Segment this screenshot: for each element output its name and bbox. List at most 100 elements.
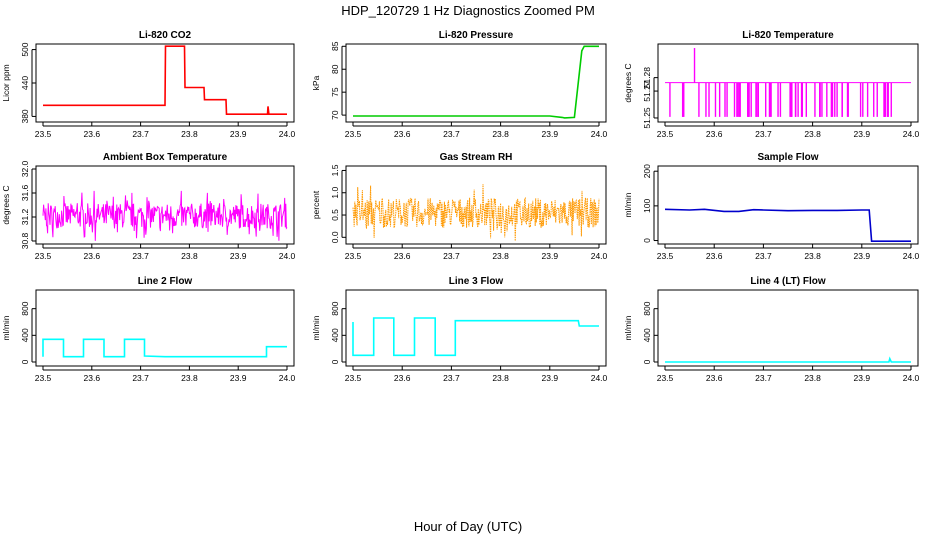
y-tick-label: 0.5 [330, 209, 340, 221]
panel-8: Line 3 Flow ml/min 23.5 23.6 23.7 23.8 23.9 24.… [311, 276, 608, 383]
x-tick-label: 23.6 [706, 251, 723, 261]
y-axis-label: ml/min [623, 192, 633, 217]
x-tick-label: 23.9 [854, 129, 871, 139]
y-tick-label: 0 [330, 359, 340, 364]
y-axis-label: degrees C [623, 63, 633, 102]
x-tick-label: 23.6 [84, 251, 101, 261]
x-tick-label: 23.9 [542, 129, 559, 139]
x-tick-label: 23.7 [443, 373, 460, 383]
panel-title: Sample Flow [757, 152, 818, 163]
x-tick-label: 24.0 [903, 373, 920, 383]
series-line [664, 208, 911, 242]
x-tick-label: 23.5 [35, 251, 52, 261]
y-tick-label: 31.2 [20, 208, 30, 225]
x-tick-label: 23.7 [132, 251, 149, 261]
y-tick-label: 85 [330, 41, 340, 51]
panel-title: Line 3 Flow [449, 276, 504, 287]
plot-frame [345, 165, 607, 245]
y-tick-label: 70 [330, 110, 340, 120]
panel-9: Line 4 (LT) Flow ml/min 23.5 23.6 23.7 23.8 23… [623, 276, 920, 383]
x-tick-label: 23.8 [492, 373, 509, 383]
x-tick-label: 23.9 [542, 251, 559, 261]
panel-6: Sample Flow ml/min 23.5 23.6 23.7 23.8 23.9 24.… [623, 152, 920, 261]
x-tick-label: 23.5 [345, 373, 362, 383]
x-tick-label: 23.7 [443, 129, 460, 139]
x-tick-label: 23.7 [443, 251, 460, 261]
x-tick-label: 24.0 [279, 373, 296, 383]
panel-3: Li-820 Temperature degrees C 23.5 23.6 23.7 2… [623, 30, 920, 139]
x-tick-label: 23.8 [181, 129, 198, 139]
x-tick-label: 23.5 [657, 251, 674, 261]
y-tick-label: 51.25 [642, 107, 652, 129]
y-tick-label: 500 [20, 42, 30, 56]
y-tick-label: 51.28 [642, 67, 652, 89]
x-tick-label: 23.9 [230, 251, 247, 261]
series-line [352, 183, 600, 241]
x-tick-label: 23.5 [345, 251, 362, 261]
panel-title: Line 2 Flow [138, 276, 193, 287]
y-tick-label: 100 [642, 199, 652, 213]
y-tick-label: 75 [330, 87, 340, 97]
y-axis-label: ml/min [623, 315, 633, 340]
x-tick-label: 23.9 [230, 129, 247, 139]
y-tick-label: 400 [20, 328, 30, 342]
y-tick-label: 1.0 [330, 187, 340, 199]
panel-title: Line 4 (LT) Flow [750, 276, 826, 287]
x-tick-label: 23.7 [132, 129, 149, 139]
x-tick-label: 23.8 [181, 251, 198, 261]
x-axis-label: Hour of Day (UTC) [414, 519, 522, 534]
y-tick-label: 31.6 [20, 184, 30, 201]
y-tick-label: 200 [642, 164, 652, 178]
x-tick-label: 24.0 [279, 251, 296, 261]
plot-frame [657, 43, 919, 123]
x-tick-label: 23.7 [755, 373, 772, 383]
x-tick-label: 23.5 [345, 129, 362, 139]
x-tick-label: 24.0 [903, 129, 920, 139]
plot-frame [657, 165, 919, 245]
series-line [665, 356, 911, 363]
panel-title: Li-820 Pressure [439, 30, 514, 41]
y-tick-label: 440 [20, 76, 30, 90]
x-tick-label: 23.9 [230, 373, 247, 383]
x-tick-label: 24.0 [591, 129, 608, 139]
x-tick-label: 23.8 [492, 251, 509, 261]
x-tick-label: 23.5 [35, 373, 52, 383]
x-tick-label: 24.0 [591, 251, 608, 261]
panel-2: Li-820 Pressure kPa 23.5 23.6 23.7 23.8 23.9 24… [311, 30, 608, 139]
series-line [352, 317, 599, 357]
series-line [42, 338, 287, 358]
x-tick-label: 23.6 [394, 251, 411, 261]
panel-4: Ambient Box Temperature degrees C 23.5 23.6… [1, 152, 296, 261]
plot-frame [35, 165, 295, 245]
x-tick-label: 23.6 [394, 129, 411, 139]
y-tick-label: 1.5 [330, 164, 340, 176]
panel-title: Ambient Box Temperature [103, 152, 228, 163]
plot-frame [345, 289, 607, 367]
x-tick-label: 23.6 [84, 129, 101, 139]
x-tick-label: 23.6 [394, 373, 411, 383]
y-tick-label: 80 [330, 64, 340, 74]
x-tick-label: 23.6 [706, 373, 723, 383]
y-axis-label: percent [311, 190, 321, 219]
series-line [353, 45, 599, 119]
y-tick-label: 800 [330, 301, 340, 315]
y-axis-label: ml/min [311, 315, 321, 340]
panel-1: Li-820 CO2 Licor ppm 23.5 23.6 23.7 23.8 23.9 2… [1, 30, 296, 139]
x-tick-label: 23.9 [854, 251, 871, 261]
panel-title: Li-820 Temperature [742, 30, 834, 41]
x-tick-label: 23.8 [804, 129, 821, 139]
series-line [42, 190, 288, 241]
y-tick-label: 380 [20, 109, 30, 123]
series-line [43, 45, 287, 115]
y-tick-label: 800 [642, 301, 652, 315]
y-axis-label: degrees C [1, 185, 11, 224]
x-tick-label: 23.8 [804, 373, 821, 383]
x-tick-label: 24.0 [903, 251, 920, 261]
y-tick-label: 32.0 [20, 160, 30, 177]
plot-frame [35, 289, 295, 367]
y-tick-label: 30.8 [20, 232, 30, 249]
x-tick-label: 23.6 [706, 129, 723, 139]
x-tick-label: 24.0 [279, 129, 296, 139]
y-tick-label: 0 [642, 359, 652, 364]
x-tick-label: 23.5 [35, 129, 52, 139]
